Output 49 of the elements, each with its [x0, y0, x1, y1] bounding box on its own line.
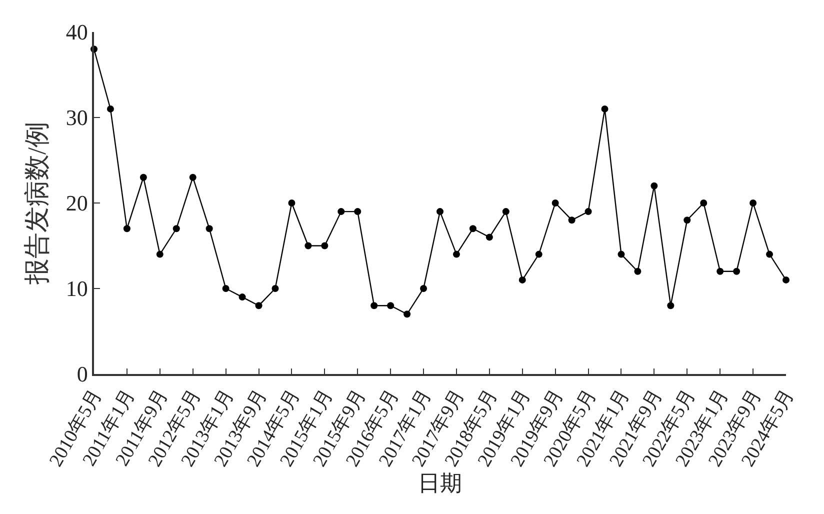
point [321, 242, 328, 250]
point [750, 200, 757, 206]
point [387, 302, 394, 310]
point [370, 302, 378, 310]
point [733, 268, 740, 275]
point [584, 208, 592, 216]
point [238, 294, 246, 301]
point [618, 250, 625, 258]
point [452, 250, 460, 258]
point [123, 225, 130, 232]
point [667, 302, 674, 310]
point [716, 268, 724, 275]
point [486, 234, 493, 241]
y-tick-label: 10 [66, 276, 88, 302]
y-tick-label: 30 [66, 105, 88, 130]
point [255, 302, 262, 310]
point [436, 208, 444, 216]
point [404, 310, 411, 318]
point [766, 250, 774, 258]
point [272, 285, 279, 292]
point [568, 216, 576, 224]
point [650, 182, 658, 190]
point [288, 200, 296, 206]
point [304, 242, 312, 250]
point [684, 216, 691, 224]
y-axis-title: 报告发病数/例 [22, 121, 52, 286]
point [700, 200, 708, 206]
point [338, 208, 345, 216]
point [206, 225, 213, 232]
point [140, 174, 147, 181]
point [189, 174, 196, 181]
point [469, 225, 476, 232]
point [502, 208, 510, 216]
point [535, 250, 542, 258]
point [634, 268, 642, 275]
point [222, 285, 230, 292]
point [106, 105, 114, 112]
point [420, 285, 428, 292]
point [156, 250, 164, 258]
point [172, 225, 180, 232]
y-tick-label: 0 [76, 362, 88, 387]
point [354, 208, 362, 216]
y-tick-label: 20 [66, 190, 88, 216]
point [552, 200, 559, 206]
point [518, 276, 526, 284]
y-tick-label: 40 [66, 20, 88, 45]
x-axis-title: 日期 [418, 470, 462, 496]
point [782, 276, 790, 284]
point [601, 105, 608, 112]
